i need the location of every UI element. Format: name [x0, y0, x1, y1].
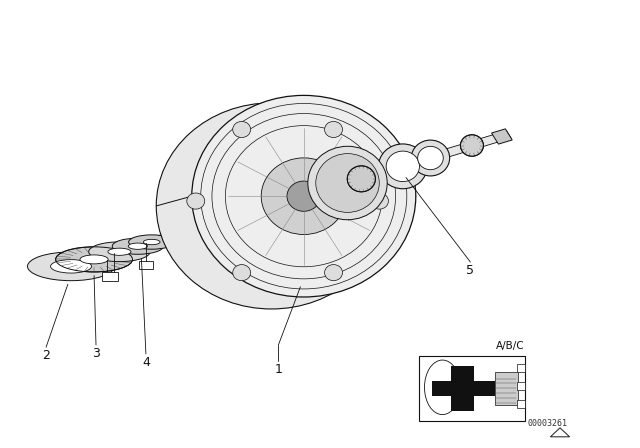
Ellipse shape — [206, 216, 218, 232]
Ellipse shape — [80, 255, 108, 264]
Text: 5: 5 — [467, 264, 474, 277]
Bar — [517, 401, 525, 408]
Ellipse shape — [424, 360, 460, 415]
Ellipse shape — [161, 234, 173, 241]
Ellipse shape — [371, 193, 388, 209]
Ellipse shape — [233, 265, 251, 281]
Ellipse shape — [386, 151, 419, 181]
Bar — [419, 356, 525, 421]
Ellipse shape — [324, 121, 342, 138]
Text: A/B/C: A/B/C — [496, 341, 525, 351]
Ellipse shape — [418, 146, 444, 170]
Bar — [517, 364, 525, 372]
Ellipse shape — [233, 121, 251, 138]
Ellipse shape — [112, 238, 163, 254]
Ellipse shape — [348, 166, 376, 192]
Ellipse shape — [308, 146, 387, 220]
Ellipse shape — [412, 140, 450, 176]
Ellipse shape — [316, 154, 380, 212]
Bar — [102, 271, 118, 280]
Bar — [517, 382, 525, 390]
Text: 2: 2 — [42, 349, 50, 362]
Ellipse shape — [261, 158, 346, 234]
Ellipse shape — [56, 247, 132, 272]
Text: 4: 4 — [142, 356, 150, 369]
Ellipse shape — [28, 252, 115, 280]
Polygon shape — [492, 129, 512, 144]
Text: 3: 3 — [92, 347, 100, 360]
Bar — [140, 261, 154, 269]
Ellipse shape — [108, 248, 131, 255]
Ellipse shape — [378, 144, 427, 189]
Ellipse shape — [187, 193, 205, 209]
Bar — [451, 366, 474, 411]
Polygon shape — [45, 131, 511, 277]
Ellipse shape — [143, 239, 160, 245]
Text: 00003261: 00003261 — [527, 419, 567, 428]
Ellipse shape — [192, 95, 416, 297]
Ellipse shape — [128, 243, 147, 250]
Text: 1: 1 — [275, 363, 282, 376]
Ellipse shape — [129, 235, 175, 249]
Ellipse shape — [156, 103, 387, 309]
Ellipse shape — [324, 265, 342, 281]
Ellipse shape — [460, 135, 483, 156]
Ellipse shape — [51, 260, 92, 273]
Bar — [432, 381, 495, 396]
Ellipse shape — [89, 242, 150, 262]
Ellipse shape — [287, 181, 321, 211]
Bar — [495, 372, 518, 405]
